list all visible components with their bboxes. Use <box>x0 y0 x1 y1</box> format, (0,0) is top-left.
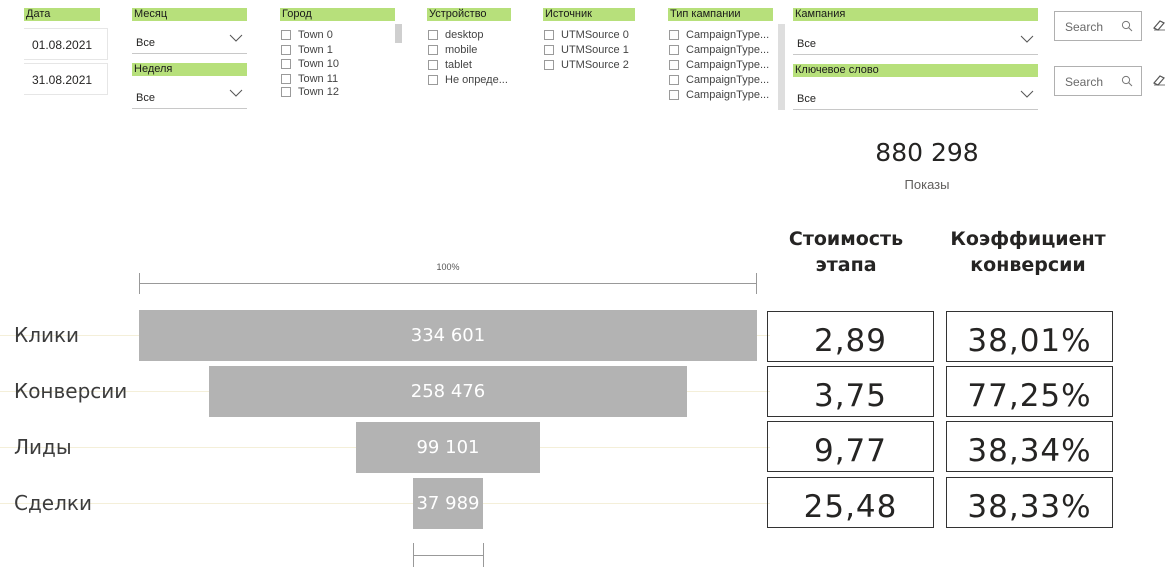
checkbox[interactable] <box>281 87 291 97</box>
stage-cost-cell: 2,89 <box>767 311 934 362</box>
funnel-stage-label: Сделки <box>14 491 92 515</box>
checkbox[interactable] <box>428 44 438 55</box>
impressions-value: 880 298 <box>875 138 979 167</box>
checkbox[interactable] <box>281 30 291 40</box>
list-item[interactable]: UTMSource 0 <box>544 27 644 42</box>
checkbox[interactable] <box>669 29 679 40</box>
campaign-slicer-header: Кампания <box>793 8 1038 21</box>
impressions-label: Показы <box>904 177 950 192</box>
city-slicer-header: Город <box>280 8 395 21</box>
list-item[interactable]: Town 12 <box>281 85 391 99</box>
device-slicer-header: Устройство <box>427 8 511 21</box>
date-start-input[interactable]: 01.08.2021 <box>24 28 108 60</box>
keyword-dropdown-value: Все <box>797 93 816 105</box>
list-item[interactable]: CampaignType... <box>669 72 777 87</box>
source-slicer-header: Источник <box>543 8 635 21</box>
list-item[interactable]: mobile <box>428 42 528 57</box>
search-placeholder: Search <box>1065 20 1104 34</box>
funnel-bar[interactable]: 99 101 <box>356 422 540 473</box>
checkbox[interactable] <box>281 59 291 69</box>
campaign-type-scrollbar[interactable] <box>778 24 785 110</box>
checkbox[interactable] <box>544 29 554 40</box>
month-dropdown-value: Все <box>136 37 155 49</box>
conversion-rate-cell: 38,34% <box>946 421 1113 472</box>
list-item[interactable]: desktop <box>428 27 528 42</box>
list-item[interactable]: CampaignType... <box>669 42 777 57</box>
checkbox[interactable] <box>428 59 438 70</box>
list-item[interactable]: Не опреде... <box>428 72 528 87</box>
city-list-scrollbar[interactable] <box>395 24 402 43</box>
search-icon <box>1121 20 1133 32</box>
campaign-search-input[interactable]: Search <box>1054 11 1142 41</box>
list-item[interactable]: Town 11 <box>281 72 391 85</box>
funnel-bar[interactable]: 258 476 <box>209 366 687 417</box>
search-icon <box>1121 75 1133 87</box>
funnel-bar[interactable]: 334 601 <box>139 310 757 361</box>
checkbox[interactable] <box>281 44 291 55</box>
week-dropdown[interactable]: Все <box>132 83 247 109</box>
campaign-type-slicer-header: Тип кампании <box>668 8 773 21</box>
chevron-down-icon <box>229 34 243 42</box>
conversion-rate-cell: 77,25% <box>946 366 1113 417</box>
checkbox[interactable] <box>544 44 554 55</box>
chevron-down-icon <box>1020 90 1034 98</box>
device-list: desktop mobile tablet Не опреде... <box>428 27 528 93</box>
funnel-scale-tick <box>139 273 140 294</box>
funnel-bottom-line <box>413 555 483 556</box>
funnel-scale-tick <box>756 273 757 294</box>
checkbox[interactable] <box>669 44 679 55</box>
month-dropdown[interactable]: Все <box>132 28 247 54</box>
list-item[interactable]: CampaignType... <box>669 57 777 72</box>
chevron-down-icon <box>1020 35 1034 43</box>
month-slicer-header: Месяц <box>132 8 247 21</box>
stage-cost-cell: 9,77 <box>767 421 934 472</box>
list-item[interactable]: Town 1 <box>281 43 391 56</box>
date-slicer-header: Дата <box>24 8 100 21</box>
stage-cost-cell: 25,48 <box>767 477 934 528</box>
funnel-stage-label: Лиды <box>14 435 72 459</box>
list-item[interactable]: Town 10 <box>281 56 391 72</box>
checkbox[interactable] <box>428 29 438 40</box>
funnel-bar[interactable]: 37 989 <box>412 478 484 529</box>
search-placeholder: Search <box>1065 75 1104 89</box>
keyword-slicer-header: Ключевое слово <box>793 64 1038 77</box>
eraser-icon[interactable] <box>1152 74 1166 86</box>
funnel-bottom-tick <box>483 543 484 567</box>
funnel-stage-label: Клики <box>14 323 80 347</box>
date-end-input[interactable]: 31.08.2021 <box>24 63 108 95</box>
checkbox[interactable] <box>669 59 679 70</box>
week-dropdown-value: Все <box>136 92 155 104</box>
conversion-rate-cell: 38,33% <box>946 477 1113 528</box>
stage-cost-header: Стоимость этапа <box>788 228 904 276</box>
chevron-down-icon <box>229 89 243 97</box>
keyword-dropdown[interactable]: Все <box>793 84 1038 110</box>
city-list: Town 0 Town 1 Town 10 Town 11 Town 12 <box>281 27 391 111</box>
list-item[interactable]: UTMSource 2 <box>544 57 644 72</box>
conversion-rate-header: Коэффициент конверсии <box>950 228 1106 276</box>
conversion-rate-cell: 38,01% <box>946 311 1113 362</box>
eraser-icon[interactable] <box>1152 19 1166 31</box>
week-slicer-header: Неделя <box>132 63 247 76</box>
checkbox[interactable] <box>544 59 554 70</box>
source-list: UTMSource 0 UTMSource 1 UTMSource 2 <box>544 27 644 77</box>
checkbox[interactable] <box>281 73 291 84</box>
campaign-dropdown[interactable]: Все <box>793 29 1038 55</box>
funnel-stage-label: Конверсии <box>14 379 128 403</box>
checkbox[interactable] <box>669 89 679 100</box>
stage-cost-cell: 3,75 <box>767 366 934 417</box>
funnel-scale-label: 100% <box>436 262 460 272</box>
funnel-scale-line <box>139 283 757 284</box>
keyword-search-input[interactable]: Search <box>1054 66 1142 96</box>
list-item[interactable]: tablet <box>428 57 528 72</box>
list-item[interactable]: CampaignType... <box>669 87 777 102</box>
campaign-type-list: CampaignType... CampaignType... Campaign… <box>669 27 777 111</box>
list-item[interactable]: CampaignType... <box>669 27 777 42</box>
list-item[interactable]: Town 0 <box>281 27 391 43</box>
campaign-dropdown-value: Все <box>797 38 816 50</box>
checkbox[interactable] <box>669 74 679 85</box>
stage-guide-line <box>0 503 770 504</box>
list-item[interactable]: UTMSource 1 <box>544 42 644 57</box>
checkbox[interactable] <box>428 74 438 85</box>
